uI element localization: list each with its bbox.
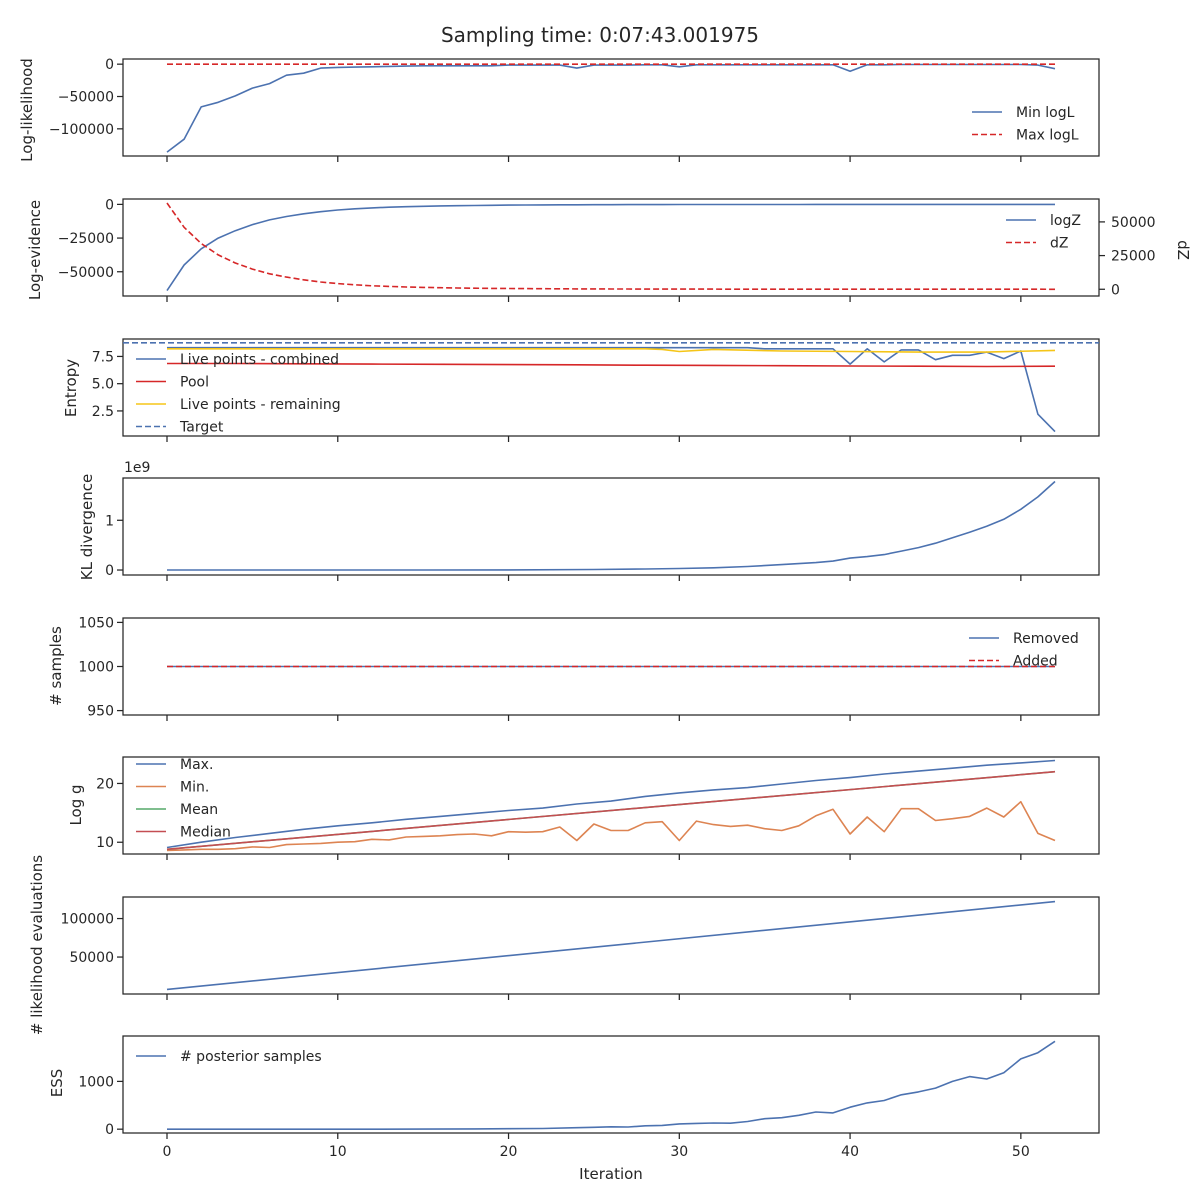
y-tick-label: 0 xyxy=(105,197,114,213)
x-tick-label: 50 xyxy=(1012,1144,1030,1160)
ylabel-ess: ESS xyxy=(48,1069,66,1098)
axes-frame xyxy=(122,58,1100,157)
legend-label: Live points - combined xyxy=(180,352,339,368)
series-line-max- xyxy=(166,759,1056,849)
legend-label: # posterior samples xyxy=(180,1049,322,1065)
y-tick-label: 0 xyxy=(105,1122,114,1138)
axes-frame xyxy=(122,338,1100,437)
y-tick-label: 7.5 xyxy=(92,349,114,365)
series-line-kl-divergence xyxy=(167,480,1056,571)
legend-label: Min logL xyxy=(1016,105,1075,121)
panel-log-likelihood: Log-likelihood 0 −50000 −100000 Min logL Max… xyxy=(18,57,1100,162)
legend-label: Mean xyxy=(180,802,218,818)
axes-frame xyxy=(122,1035,1100,1134)
legend-label: Median xyxy=(180,825,231,841)
y2-tick-label: 50000 xyxy=(1111,215,1156,231)
axes-frame xyxy=(122,198,1100,297)
y2-tick-label: 0 xyxy=(1111,282,1120,298)
kl-offset-label: 1e9 xyxy=(124,460,150,476)
ylabel-samples: # samples xyxy=(47,626,65,706)
y-tick-label: 100000 xyxy=(61,912,114,928)
ylabel-log-likelihood: Log-likelihood xyxy=(18,58,36,162)
panel-log-g: Log g 10 20 Max. Min. Mean Median xyxy=(67,756,1100,860)
legend-label: Added xyxy=(1013,654,1058,670)
y-tick-label: 1000 xyxy=(78,1074,114,1090)
series-line-median xyxy=(166,770,1056,851)
y2-tick-label: 25000 xyxy=(1111,249,1156,265)
panel-samples: # samples 950 1000 1050 Removed Added xyxy=(47,615,1100,721)
y-tick-label: 2.5 xyxy=(92,404,114,420)
series-line-min-logl xyxy=(166,63,1056,153)
series-line-min- xyxy=(166,800,1056,852)
xlabel-iteration: Iteration xyxy=(579,1165,643,1183)
x-tick-label: 20 xyxy=(500,1144,518,1160)
chart-title: Sampling time: 0:07:43.001975 xyxy=(441,23,759,47)
y-tick-label: 10 xyxy=(96,835,114,851)
axes-frame xyxy=(122,756,1100,855)
y-tick-label: −50000 xyxy=(58,265,114,281)
axes-frame xyxy=(122,896,1100,995)
panel-entropy: Entropy 2.5 5.0 7.5 Live points - combined P… xyxy=(62,338,1100,442)
panel-log-evidence: Log-evidence dZ 0 −25000 −50000 0 25000 50000… xyxy=(26,197,1192,302)
y-tick-label: 0 xyxy=(105,57,114,73)
y-tick-label: −100000 xyxy=(49,122,114,138)
ylabel-log-g: Log g xyxy=(67,784,85,825)
x-tick-label: 0 xyxy=(163,1144,172,1160)
panel-likelihood-evaluations: # likelihood evaluations 50000 100000 xyxy=(28,855,1100,1035)
series-line--likelihood-evaluations xyxy=(166,900,1056,991)
ylabel-kl-divergence: KL divergence xyxy=(78,474,96,580)
legend-label: Target xyxy=(179,420,224,436)
legend-label: Live points - remaining xyxy=(180,397,341,413)
x-tick-label: 30 xyxy=(670,1144,688,1160)
legend-label: logZ xyxy=(1050,213,1081,229)
legend-label: Removed xyxy=(1013,631,1079,647)
y-tick-label: 0 xyxy=(105,563,114,579)
ylabel-entropy: Entropy xyxy=(62,359,80,417)
x-tick-label: 10 xyxy=(329,1144,347,1160)
y-tick-label: 1 xyxy=(105,513,114,529)
series-line-dz xyxy=(166,202,1056,291)
series-line--posterior-samples xyxy=(167,1040,1056,1130)
x-tick-label: 40 xyxy=(841,1144,859,1160)
legend-label: Min. xyxy=(180,780,209,796)
series-line-pool xyxy=(167,362,1056,368)
ylabel-log-evidence: Log-evidence xyxy=(26,200,44,300)
legend-label: dZ xyxy=(1050,236,1068,252)
y-tick-label: 1050 xyxy=(78,615,114,631)
legend-label: Pool xyxy=(180,375,209,391)
y-tick-label: −25000 xyxy=(58,231,114,247)
legend-label: Max. xyxy=(180,757,213,773)
series-line-live-points-combined xyxy=(167,346,1056,433)
series-line-live-points-remaining xyxy=(167,347,1056,353)
legend-label: Max logL xyxy=(1016,128,1079,144)
y-tick-label: −50000 xyxy=(58,90,114,106)
ylabel-dz: dZ xyxy=(1174,240,1192,260)
ylabel-likelihood-evaluations: # likelihood evaluations xyxy=(28,855,46,1035)
series-line-logz xyxy=(166,203,1055,292)
y-tick-label: 1000 xyxy=(78,660,114,676)
panel-kl-divergence: KL divergence 1e9 0 1 xyxy=(78,460,1100,581)
axes-frame xyxy=(122,477,1100,576)
y-tick-label: 950 xyxy=(87,704,114,720)
y-tick-label: 20 xyxy=(96,776,114,792)
y-tick-label: 5.0 xyxy=(92,377,114,393)
panel-ess: ESS 0 1000 0 10 20 30 40 50 # posterior samples xyxy=(48,1035,1100,1160)
y-tick-label: 50000 xyxy=(69,950,114,966)
